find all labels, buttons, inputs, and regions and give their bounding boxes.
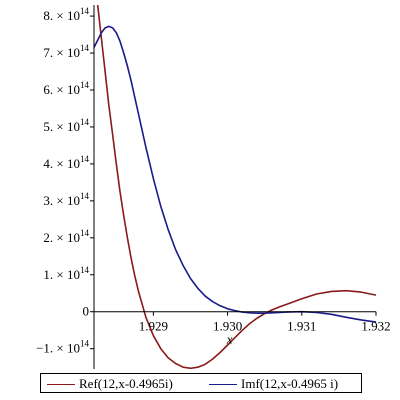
- y-tick-label-6: 2. × 1014: [43, 228, 89, 245]
- legend-item-1: Imf(12,x-0.4965 i): [209, 375, 338, 393]
- x-tick-label-2: 1.931: [287, 319, 316, 334]
- legend-swatch-1: [209, 383, 237, 385]
- series-line-1: [93, 25, 377, 323]
- y-tick-label-2: 6. × 1014: [43, 80, 89, 97]
- y-tick-label-8: 0: [83, 304, 90, 319]
- y-tick-label-0: 8. × 1014: [43, 6, 89, 23]
- x-tick-label-3: 1.932: [361, 319, 390, 334]
- legend-label-1: Imf(12,x-0.4965 i): [241, 376, 339, 391]
- y-tick-label-3: 5. × 1014: [43, 117, 89, 134]
- y-tick-label-5: 3. × 1014: [43, 191, 89, 208]
- legend: Ref(12,x-0.4965i) Imf(12,x-0.4965 i): [40, 373, 362, 393]
- axes-layer: [90, 5, 377, 369]
- y-tick-label-1: 7. × 1014: [43, 43, 89, 60]
- x-tick-label-0: 1.929: [139, 319, 168, 334]
- legend-swatch-0: [47, 383, 75, 385]
- series-layer: [93, 5, 377, 369]
- y-tick-label-4: 4. × 1014: [43, 154, 89, 171]
- series-line-0: [96, 5, 377, 369]
- x-tick-label-1: 1.930: [213, 319, 242, 334]
- legend-item-0: Ref(12,x-0.4965i): [47, 375, 173, 393]
- x-axis-label: x: [226, 332, 233, 347]
- labels-layer: 8. × 1014 7. × 1014 6. × 1014 5. × 1014 4. ×…: [36, 6, 391, 356]
- y-tick-label-7: 1. × 1014: [43, 265, 89, 282]
- y-tick-label-9: −1. × 1014: [36, 339, 89, 356]
- legend-label-0: Ref(12,x-0.4965i): [79, 376, 173, 391]
